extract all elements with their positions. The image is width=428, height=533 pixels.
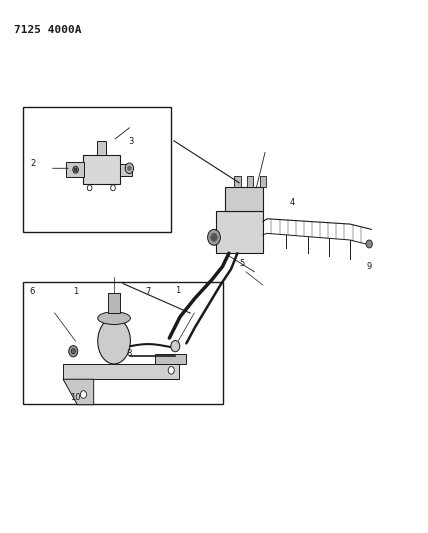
Text: 1: 1 xyxy=(175,286,181,295)
Circle shape xyxy=(69,345,78,357)
Polygon shape xyxy=(155,354,185,364)
Circle shape xyxy=(168,367,174,374)
Bar xyxy=(247,176,253,187)
Circle shape xyxy=(73,166,78,173)
Ellipse shape xyxy=(98,318,131,364)
Ellipse shape xyxy=(98,312,131,325)
Bar xyxy=(23,282,223,405)
Bar xyxy=(225,187,263,211)
Circle shape xyxy=(208,229,220,245)
Circle shape xyxy=(87,185,92,191)
Text: 6: 6 xyxy=(29,287,35,296)
Circle shape xyxy=(74,168,77,172)
Bar xyxy=(216,211,263,253)
Circle shape xyxy=(366,240,372,248)
Bar xyxy=(108,293,120,313)
Bar xyxy=(120,164,132,175)
Text: 5: 5 xyxy=(239,260,244,268)
Bar xyxy=(66,163,84,177)
Text: 7125 4000A: 7125 4000A xyxy=(14,25,82,35)
Text: 2: 2 xyxy=(31,159,36,167)
Text: 3: 3 xyxy=(128,138,134,147)
Text: 9: 9 xyxy=(366,262,372,271)
Circle shape xyxy=(125,163,134,174)
Text: 7: 7 xyxy=(146,287,151,296)
Polygon shape xyxy=(63,364,179,379)
Polygon shape xyxy=(83,155,120,184)
Bar xyxy=(260,176,266,187)
Circle shape xyxy=(111,185,116,191)
Bar xyxy=(23,108,172,232)
Circle shape xyxy=(80,391,86,398)
Circle shape xyxy=(171,341,180,352)
Text: 10: 10 xyxy=(71,393,81,402)
Text: 4: 4 xyxy=(290,198,295,207)
Bar xyxy=(234,176,241,187)
Circle shape xyxy=(128,166,131,171)
Bar xyxy=(97,141,106,155)
Text: 8: 8 xyxy=(126,350,132,359)
Polygon shape xyxy=(63,379,94,405)
Text: 1: 1 xyxy=(73,287,78,296)
Circle shape xyxy=(211,233,217,241)
Circle shape xyxy=(71,349,75,354)
